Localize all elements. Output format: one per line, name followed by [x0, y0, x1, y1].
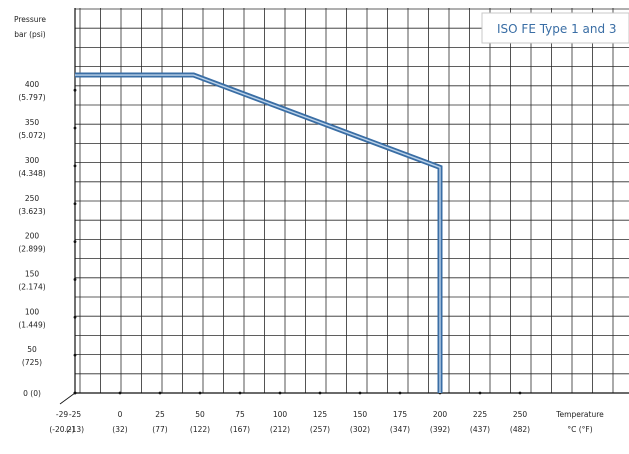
x-tick-sublabel: (-13)	[66, 425, 84, 434]
series-layer	[75, 72, 443, 393]
y-tick-mark	[73, 315, 77, 319]
y-tick-sublabel: (5.072)	[18, 131, 45, 140]
axes	[59, 8, 629, 405]
x-tick-mark	[518, 391, 522, 395]
x-tick-sublabel: (257)	[310, 425, 330, 434]
x-tick-mark	[318, 391, 322, 395]
series-line	[75, 72, 443, 393]
x-tick-sublabel: (122)	[190, 425, 210, 434]
x-tick-label: 100	[273, 410, 288, 419]
x-tick-label: 125	[313, 410, 328, 419]
y-tick-label: 200	[25, 232, 40, 241]
x-tick-sublabel: (347)	[390, 425, 410, 434]
y-tick-mark	[73, 353, 77, 357]
y-tick-label: 150	[25, 269, 40, 278]
x-tick-label: 75	[235, 410, 245, 419]
x-tick-sublabel: (167)	[230, 425, 250, 434]
x-tick-label: 0	[118, 410, 123, 419]
y-tick-label: 250	[25, 194, 40, 203]
legend-label: ISO FE Type 1 and 3	[497, 22, 617, 36]
legend-box	[481, 12, 629, 44]
x-tick-sublabel: (392)	[430, 425, 450, 434]
x-tick-label: 150	[353, 410, 368, 419]
x-tick-mark	[398, 391, 402, 395]
x-tick-label: -29	[56, 410, 68, 419]
grid	[75, 8, 629, 394]
y-axis-title-line1: Pressure	[14, 15, 46, 24]
y-tick-sublabel: (5.797)	[18, 93, 45, 102]
y-tick-label: 400	[25, 80, 40, 89]
y-tick-sublabel: (2.174)	[18, 282, 45, 291]
y-tick-sublabel: (3.623)	[18, 207, 45, 216]
x-tick-mark	[478, 391, 482, 395]
x-tick-mark	[73, 391, 77, 395]
x-tick-label: 175	[393, 410, 408, 419]
y-tick-mark	[73, 88, 77, 92]
y-tick-mark	[73, 164, 77, 168]
y-tick-sublabel: (2.899)	[18, 245, 45, 254]
series-line-highlight	[75, 74, 441, 393]
y-tick-label: 50	[27, 345, 37, 354]
y-tick-mark	[73, 278, 77, 281]
y-tick-labels: 400 (5.797) 350 (5.072) 300 (4.348) 250 (3.623)…	[18, 80, 77, 398]
x-axis-title-line1: Temperature	[555, 410, 604, 419]
x-tick-sublabel: (482)	[510, 425, 530, 434]
y-tick-label: 350	[25, 118, 40, 127]
y-tick-sublabel: (1.449)	[18, 320, 45, 329]
legend: ISO FE Type 1 and 3	[481, 12, 629, 44]
x-tick-label: -25	[69, 410, 81, 419]
x-tick-sublabel: (212)	[270, 425, 290, 434]
x-tick-label: 25	[155, 410, 165, 419]
x-tick-mark	[198, 391, 202, 395]
x-tick-sublabel: (302)	[350, 425, 370, 434]
y-tick-sublabel: (4.348)	[18, 169, 45, 178]
x-tick-sublabel: (77)	[152, 425, 167, 434]
y-tick-label: 300	[25, 156, 40, 165]
x-tick-mark	[278, 391, 282, 395]
y-tick-label: 0 (0)	[23, 389, 41, 398]
x-tick-sublabel: (437)	[470, 425, 490, 434]
x-tick-mark	[158, 391, 162, 395]
y-tick-mark	[73, 240, 77, 244]
y-tick-mark	[73, 126, 77, 130]
axis-titles: Pressure bar (psi) Temperature °C (°F)	[14, 15, 604, 434]
x-tick-mark	[118, 391, 122, 395]
x-tick-label: 200	[433, 410, 448, 419]
x-axis-title-line2: °C (°F)	[567, 425, 592, 434]
x-tick-labels: -29 (-20.2) -25 (-13) 0 (32) 25 (77) 50 (122) 75 (1…	[49, 391, 530, 434]
x-tick-mark	[358, 391, 362, 395]
y-tick-sublabel: (725)	[22, 358, 42, 367]
x-tick-label: 250	[513, 410, 528, 419]
y-axis-title-line2: bar (psi)	[14, 30, 46, 39]
origin-offset-tick	[59, 392, 76, 405]
y-tick-mark	[73, 202, 77, 206]
y-tick-label: 100	[25, 307, 40, 316]
x-tick-sublabel: (-20.2)	[49, 425, 74, 434]
x-tick-label: 50	[195, 410, 205, 419]
x-tick-sublabel: (32)	[112, 425, 127, 434]
x-tick-label: 225	[473, 410, 488, 419]
x-tick-mark	[238, 391, 242, 395]
